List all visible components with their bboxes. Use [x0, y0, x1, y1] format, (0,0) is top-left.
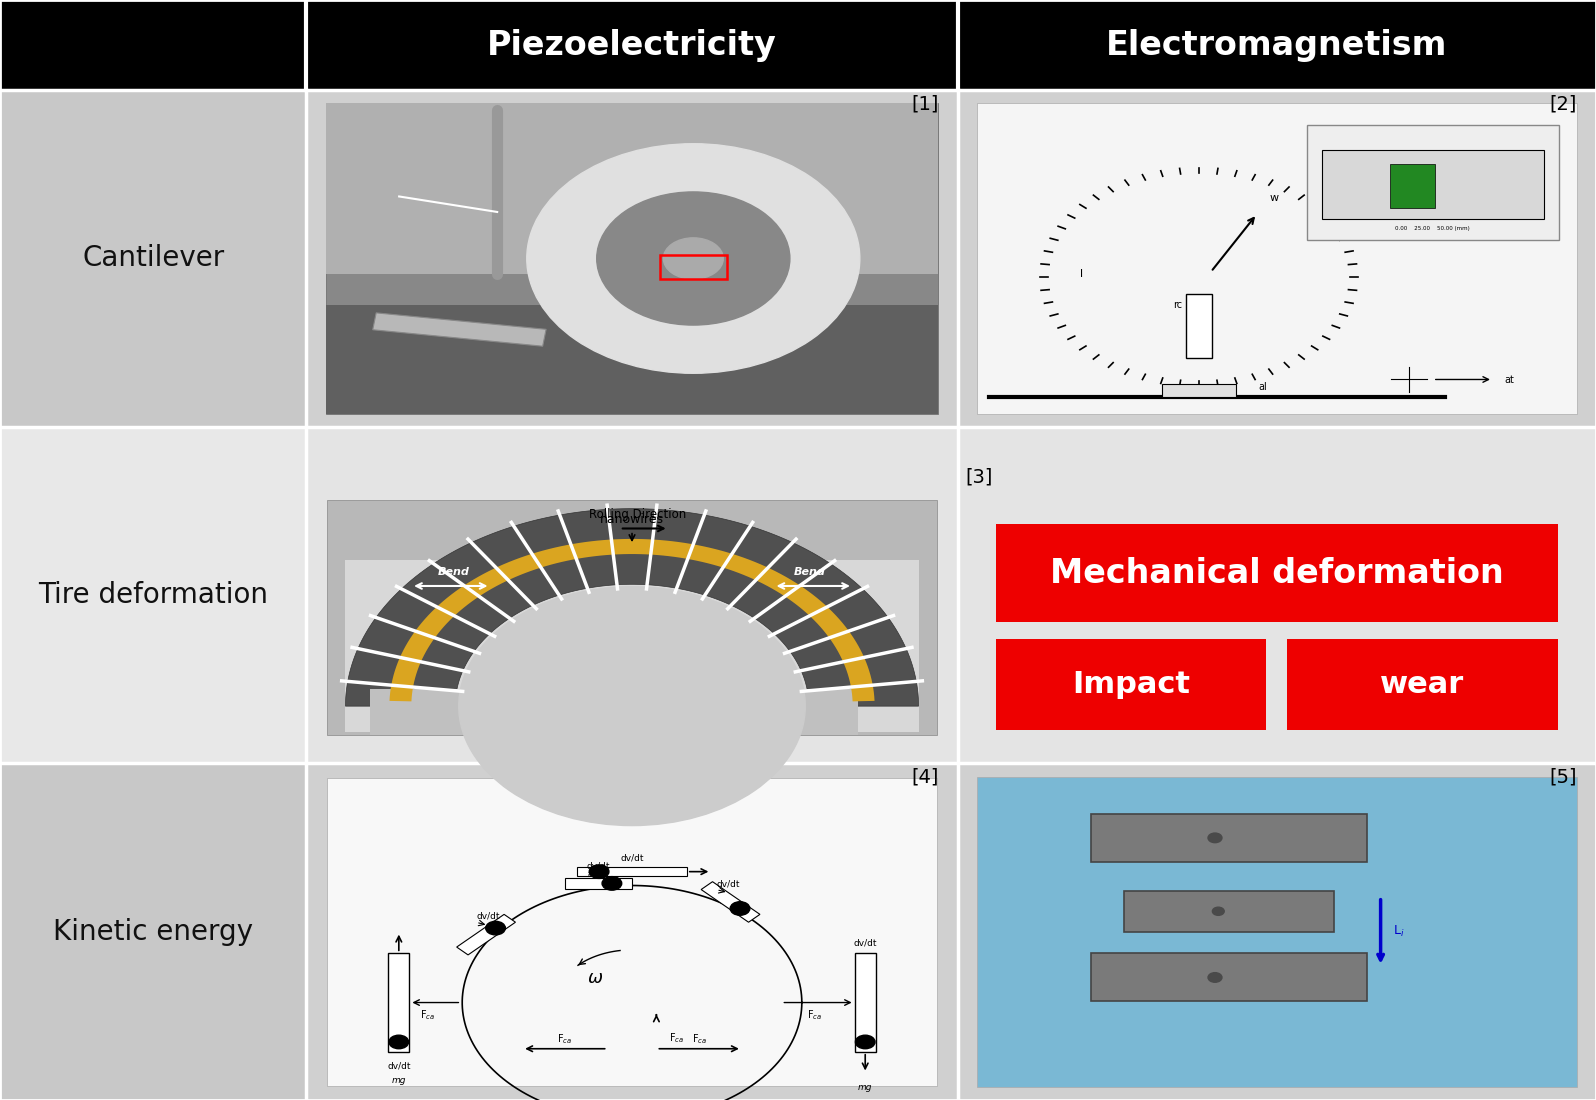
Polygon shape	[701, 882, 760, 922]
Text: F$_{ca}$: F$_{ca}$	[557, 1032, 573, 1046]
Text: Rolling Direction: Rolling Direction	[589, 508, 686, 521]
Text: dv/dt: dv/dt	[477, 912, 500, 921]
Circle shape	[602, 877, 622, 890]
Polygon shape	[389, 539, 875, 702]
Bar	[327, 778, 937, 1086]
Circle shape	[389, 1035, 409, 1048]
Bar	[0, 0, 306, 90]
Bar	[977, 777, 1577, 1087]
Text: F$_{ca}$: F$_{ca}$	[420, 1009, 436, 1023]
Bar	[1321, 151, 1543, 219]
Text: Mechanical deformation: Mechanical deformation	[1050, 557, 1503, 590]
Text: wear: wear	[1381, 670, 1465, 698]
Bar	[996, 639, 1266, 729]
Circle shape	[485, 922, 506, 935]
Bar	[659, 255, 728, 278]
Bar	[958, 90, 1596, 427]
Text: Bend: Bend	[437, 568, 469, 578]
Text: dv/dt: dv/dt	[717, 879, 741, 888]
Text: [5]: [5]	[1550, 768, 1577, 786]
Bar	[958, 427, 1596, 763]
Text: Tire deformation: Tire deformation	[38, 581, 268, 609]
Bar	[345, 560, 919, 732]
Circle shape	[1208, 972, 1223, 982]
Bar	[327, 499, 937, 735]
Bar	[1186, 294, 1211, 359]
Text: F$_{ca}$: F$_{ca}$	[808, 1009, 822, 1023]
Polygon shape	[456, 914, 516, 955]
Text: dv/dt: dv/dt	[587, 861, 610, 870]
Text: [1]: [1]	[911, 95, 938, 113]
Text: dv/dt: dv/dt	[388, 1062, 410, 1070]
Bar	[388, 954, 410, 1052]
Text: dv/dt: dv/dt	[854, 938, 876, 947]
Bar	[1124, 891, 1334, 932]
Circle shape	[1208, 833, 1223, 843]
Bar	[306, 0, 958, 90]
Circle shape	[458, 586, 806, 826]
Text: rc: rc	[1173, 300, 1183, 310]
Bar	[958, 0, 1596, 90]
Text: 0.00    25.00    50.00 (mm): 0.00 25.00 50.00 (mm)	[1395, 226, 1470, 231]
Bar	[306, 763, 958, 1100]
Text: at: at	[1505, 375, 1515, 385]
Bar	[306, 427, 958, 763]
Circle shape	[589, 865, 610, 879]
Bar	[1286, 639, 1558, 729]
Bar	[958, 763, 1596, 1100]
Text: l: l	[1079, 270, 1082, 279]
Text: [4]: [4]	[911, 768, 938, 786]
Circle shape	[855, 1035, 875, 1048]
Text: w: w	[1270, 194, 1278, 204]
Bar	[373, 312, 546, 346]
Text: ω: ω	[587, 969, 603, 987]
Text: F$_{ca}$: F$_{ca}$	[669, 1031, 683, 1045]
Circle shape	[597, 191, 790, 326]
Text: [3]: [3]	[966, 468, 993, 486]
Text: Piezoelectricity: Piezoelectricity	[487, 29, 777, 62]
Bar	[854, 954, 876, 1052]
Circle shape	[527, 144, 860, 373]
Text: mg: mg	[391, 1077, 405, 1086]
Text: Impact: Impact	[1073, 670, 1191, 698]
Bar	[0, 763, 306, 1100]
Bar	[326, 103, 938, 414]
Text: dv/dt: dv/dt	[621, 854, 643, 862]
Bar	[1162, 384, 1235, 396]
Bar	[0, 90, 306, 427]
Polygon shape	[345, 508, 919, 706]
Bar	[326, 305, 938, 414]
Bar	[326, 103, 938, 274]
Text: Electromagnetism: Electromagnetism	[1106, 29, 1448, 62]
Text: mg: mg	[859, 1082, 873, 1091]
Text: [2]: [2]	[1550, 95, 1577, 113]
Text: Kinetic energy: Kinetic energy	[53, 917, 254, 946]
Bar	[1090, 954, 1366, 1001]
Bar	[1307, 125, 1559, 240]
Polygon shape	[565, 878, 632, 889]
Bar	[996, 525, 1558, 621]
Circle shape	[1213, 908, 1224, 915]
Text: al: al	[1259, 383, 1267, 393]
Bar	[306, 90, 958, 427]
Text: Cantilever: Cantilever	[81, 244, 225, 273]
Text: Bend: Bend	[795, 568, 827, 578]
Bar	[1390, 164, 1435, 208]
Text: nanowires: nanowires	[600, 514, 664, 527]
Circle shape	[731, 902, 750, 915]
Bar	[0, 427, 306, 763]
Bar	[1090, 814, 1366, 862]
Bar	[370, 689, 857, 735]
Text: F$_{ca}$: F$_{ca}$	[691, 1032, 707, 1046]
Bar	[578, 867, 686, 877]
Bar	[977, 103, 1577, 414]
Text: L$_i$: L$_i$	[1393, 924, 1404, 939]
Circle shape	[664, 238, 723, 279]
